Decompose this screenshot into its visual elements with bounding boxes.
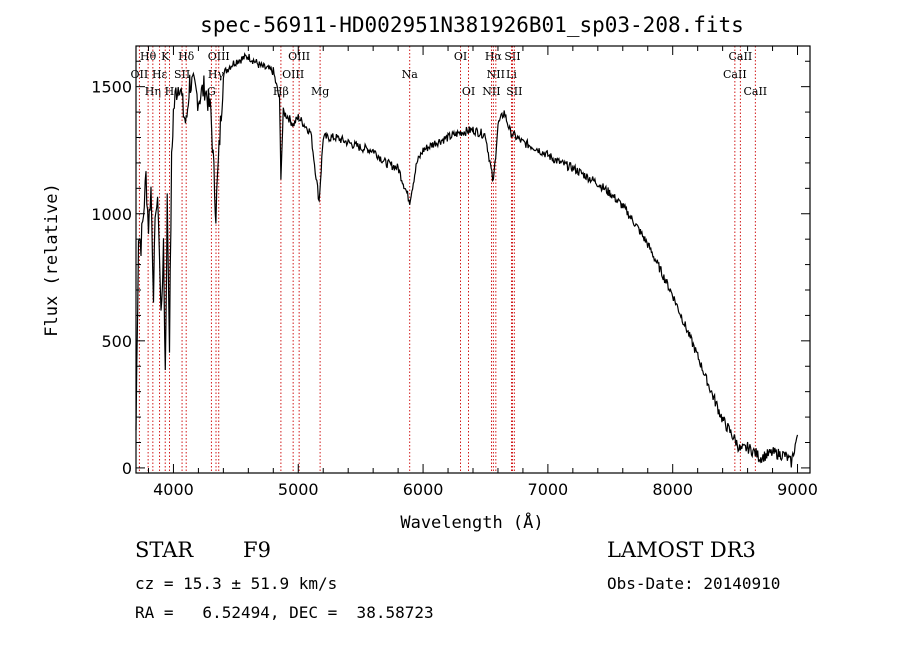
x-axis-ticks: 4000 5000 6000 7000 8000 9000 [147, 46, 818, 499]
line-label-26: CaII [743, 85, 767, 98]
x-tick-label-1: 5000 [278, 480, 319, 499]
line-label-7: Hδ [178, 50, 195, 63]
x-tick-label-4: 8000 [652, 480, 693, 499]
y-tick-label-2: 1000 [91, 205, 132, 224]
coordinates: RA = 6.52494, DEC = 38.58723 [135, 603, 434, 622]
line-label-21: Li [506, 68, 517, 81]
survey-label: LAMOST DR3 [607, 538, 756, 562]
line-label-12: OIII [288, 50, 310, 63]
object-subclass: F9 [243, 538, 271, 562]
y-tick-label-0: 0 [122, 459, 132, 478]
redshift-velocity: cz = 15.3 ± 51.9 km/s [135, 574, 338, 593]
x-tick-label-2: 6000 [403, 480, 444, 499]
line-label-4: K [161, 50, 170, 63]
y-tick-label-1: 500 [101, 332, 132, 351]
x-tick-label-5: 9000 [777, 480, 818, 499]
line-label-17: OI [462, 85, 475, 98]
line-label-1: OII [131, 68, 149, 81]
line-label-25: CaII [723, 68, 747, 81]
line-label-23: SII [506, 85, 522, 98]
y-axis-ticks: 0 500 1000 1500 [91, 60, 810, 478]
line-label-15: Na [402, 68, 419, 81]
observation-date: Obs-Date: 20140910 [607, 574, 781, 593]
y-axis-label: Flux (relative) [42, 183, 62, 337]
line-label-8: OIII [208, 50, 230, 63]
line-label-3: Hε [152, 68, 168, 81]
line-label-5: SII [174, 68, 190, 81]
line-label-20: NII [487, 68, 505, 81]
line-label-11: Hβ [273, 85, 289, 98]
line-label-9: Hγ [208, 68, 225, 81]
object-class: STAR [135, 538, 194, 562]
line-label-10: G [207, 85, 216, 98]
line-label-24: CaII [729, 50, 753, 63]
line-label-18: Hα [485, 50, 503, 63]
line-label-14: Mg [311, 85, 329, 98]
y-tick-label-3: 1500 [91, 78, 132, 97]
chart-title: spec-56911-HD002951N381926B01_sp03-208.f… [200, 13, 744, 37]
line-label-0: Hθ [140, 50, 157, 63]
line-label-22: NII [482, 85, 500, 98]
emission-line-markers: Hθ OII Hη Hε K SII H Hδ OIII Hγ G Hβ OIII OIII Mg Na OI O… [131, 46, 767, 473]
plot-frame [135, 45, 811, 474]
x-axis-label: Wavelength (Å) [400, 511, 543, 533]
x-tick-label-0: 4000 [153, 480, 194, 499]
line-label-6: H [165, 85, 175, 98]
line-label-13: OIII [282, 68, 304, 81]
line-label-16: OI [454, 50, 467, 63]
line-label-19: SII [504, 50, 520, 63]
spectrum-line [135, 52, 799, 468]
x-tick-label-3: 7000 [528, 480, 569, 499]
line-label-2: Hη [145, 85, 161, 98]
